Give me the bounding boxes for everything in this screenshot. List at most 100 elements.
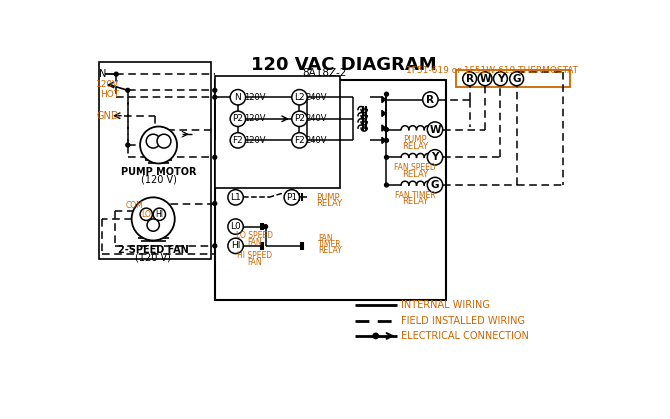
Polygon shape <box>382 137 385 143</box>
Text: N: N <box>234 93 241 102</box>
Text: P1: P1 <box>286 193 297 202</box>
Text: HOT: HOT <box>100 90 119 98</box>
Circle shape <box>228 219 243 234</box>
Circle shape <box>385 155 389 159</box>
Text: N: N <box>98 69 106 79</box>
Text: R: R <box>466 74 474 84</box>
Text: 120V: 120V <box>244 93 265 102</box>
Text: 1F51-619 or 1F51W-619 THERMOSTAT: 1F51-619 or 1F51W-619 THERMOSTAT <box>406 66 578 75</box>
Circle shape <box>292 111 307 127</box>
Bar <box>215 76 340 188</box>
Circle shape <box>373 333 379 339</box>
Text: PUMP MOTOR: PUMP MOTOR <box>121 167 196 177</box>
Text: G: G <box>513 74 521 84</box>
Text: W: W <box>429 124 441 134</box>
Circle shape <box>463 72 476 86</box>
Circle shape <box>126 143 130 147</box>
Bar <box>215 80 446 300</box>
Circle shape <box>385 128 389 132</box>
Polygon shape <box>382 96 385 103</box>
Text: TIMER: TIMER <box>318 240 342 249</box>
Text: FIELD INSTALLED WIRING: FIELD INSTALLED WIRING <box>401 316 525 326</box>
Circle shape <box>427 150 443 165</box>
Circle shape <box>126 88 130 92</box>
Text: (120 V): (120 V) <box>135 252 171 262</box>
Text: 8A18Z-2: 8A18Z-2 <box>302 67 346 78</box>
Text: PUMP: PUMP <box>316 193 340 202</box>
Text: (120 V): (120 V) <box>141 175 176 185</box>
Circle shape <box>385 183 389 187</box>
Circle shape <box>213 202 216 205</box>
Text: R: R <box>426 95 434 105</box>
Text: 120V: 120V <box>244 114 265 123</box>
Text: PUMP: PUMP <box>403 135 427 144</box>
Circle shape <box>213 155 216 159</box>
Circle shape <box>230 90 246 105</box>
Circle shape <box>427 177 443 193</box>
Circle shape <box>147 219 159 231</box>
Text: INTERNAL WIRING: INTERNAL WIRING <box>401 300 490 310</box>
Text: FAN: FAN <box>247 238 262 247</box>
Text: GND: GND <box>96 111 119 121</box>
Text: RELAY: RELAY <box>402 170 428 179</box>
Text: HI: HI <box>155 210 163 219</box>
Text: 240V: 240V <box>306 93 327 102</box>
Text: RELAY: RELAY <box>402 197 428 207</box>
Circle shape <box>423 92 438 107</box>
Circle shape <box>230 133 246 148</box>
Circle shape <box>230 111 246 127</box>
Text: P2: P2 <box>232 114 243 123</box>
Text: COM: COM <box>126 201 143 210</box>
Circle shape <box>228 190 243 205</box>
Circle shape <box>213 96 216 99</box>
Text: FAN TIMER: FAN TIMER <box>395 191 436 199</box>
Text: 120 VAC DIAGRAM: 120 VAC DIAGRAM <box>251 56 436 74</box>
Text: F2: F2 <box>232 136 243 145</box>
Circle shape <box>385 138 389 142</box>
Circle shape <box>478 72 492 86</box>
Text: 120V: 120V <box>244 136 265 145</box>
Text: FAN: FAN <box>247 258 262 266</box>
Circle shape <box>284 190 299 205</box>
Circle shape <box>292 133 307 148</box>
Circle shape <box>140 208 152 220</box>
Text: ELECTRICAL CONNECTION: ELECTRICAL CONNECTION <box>401 331 529 341</box>
Circle shape <box>146 134 160 148</box>
Text: W: W <box>479 74 491 84</box>
Text: Y: Y <box>431 153 439 162</box>
Circle shape <box>153 208 165 220</box>
Text: HI SPEED: HI SPEED <box>237 251 273 260</box>
Circle shape <box>510 72 523 86</box>
Text: L2: L2 <box>294 93 305 102</box>
Text: P2: P2 <box>294 114 305 123</box>
Text: F2: F2 <box>294 136 305 145</box>
Text: LO SPEED: LO SPEED <box>237 231 273 241</box>
Circle shape <box>213 244 216 248</box>
Text: 2-SPEED FAN: 2-SPEED FAN <box>118 245 188 255</box>
Polygon shape <box>382 125 385 131</box>
Text: HI: HI <box>231 241 241 251</box>
Circle shape <box>140 127 177 163</box>
Circle shape <box>228 238 243 253</box>
Text: 240V: 240V <box>306 114 327 123</box>
Text: 120V: 120V <box>96 80 119 89</box>
Polygon shape <box>382 110 385 116</box>
Circle shape <box>427 122 443 137</box>
Circle shape <box>157 134 171 148</box>
Circle shape <box>385 92 389 96</box>
Text: FAN SPEED: FAN SPEED <box>394 163 436 172</box>
Circle shape <box>213 88 216 92</box>
Text: G: G <box>431 180 440 190</box>
Text: LO: LO <box>141 210 151 219</box>
Text: Y: Y <box>496 74 504 84</box>
Text: RELAY: RELAY <box>318 246 342 255</box>
Circle shape <box>292 90 307 105</box>
Text: 240V: 240V <box>306 136 327 145</box>
Circle shape <box>264 225 267 228</box>
Text: RELAY: RELAY <box>316 199 342 208</box>
Circle shape <box>494 72 507 86</box>
Bar <box>456 70 570 87</box>
Text: RELAY: RELAY <box>402 142 428 151</box>
Circle shape <box>115 72 118 76</box>
Text: FAN: FAN <box>318 234 332 243</box>
